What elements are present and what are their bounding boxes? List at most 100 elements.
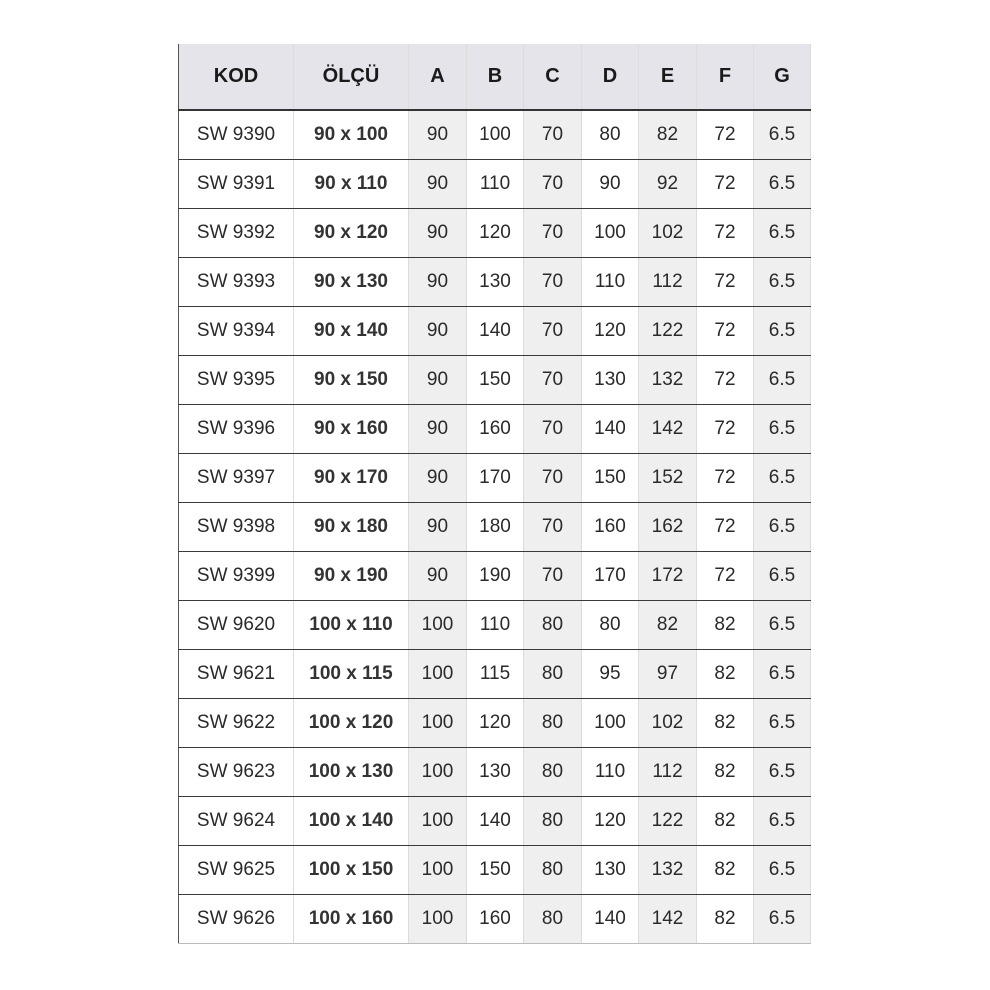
cell-kod: SW 9622 xyxy=(178,698,294,748)
cell-a: 100 xyxy=(408,796,467,846)
cell-e: 162 xyxy=(638,502,697,552)
cell-e: 112 xyxy=(638,257,697,307)
cell-a: 90 xyxy=(408,502,467,552)
cell-e: 97 xyxy=(638,649,697,699)
cell-d: 160 xyxy=(581,502,639,552)
cell-olcu: 90 x 110 xyxy=(293,159,409,209)
cell-c: 70 xyxy=(523,502,582,552)
cell-d: 120 xyxy=(581,306,639,356)
cell-olcu: 90 x 180 xyxy=(293,502,409,552)
cell-d: 100 xyxy=(581,208,639,258)
cell-e: 132 xyxy=(638,355,697,405)
cell-e: 112 xyxy=(638,747,697,797)
header-olcu: ÖLÇÜ xyxy=(293,44,409,111)
cell-a: 90 xyxy=(408,208,467,258)
cell-g: 6.5 xyxy=(753,355,811,405)
cell-b: 120 xyxy=(466,208,524,258)
cell-g: 6.5 xyxy=(753,404,811,454)
cell-c: 80 xyxy=(523,845,582,895)
cell-d: 90 xyxy=(581,159,639,209)
cell-f: 72 xyxy=(696,404,754,454)
cell-f: 72 xyxy=(696,551,754,601)
cell-g: 6.5 xyxy=(753,257,811,307)
cell-e: 102 xyxy=(638,208,697,258)
cell-e: 92 xyxy=(638,159,697,209)
cell-olcu: 90 x 120 xyxy=(293,208,409,258)
cell-f: 82 xyxy=(696,894,754,944)
header-a: A xyxy=(408,44,467,111)
cell-g: 6.5 xyxy=(753,453,811,503)
table-row: SW 9399 90 x 190 90 190 70 170 172 72 6.5 xyxy=(178,551,811,601)
cell-b: 140 xyxy=(466,306,524,356)
cell-g: 6.5 xyxy=(753,502,811,552)
table-row: SW 9626 100 x 160 100 160 80 140 142 82 6.5 xyxy=(178,894,811,944)
table-row: SW 9398 90 x 180 90 180 70 160 162 72 6.5 xyxy=(178,502,811,552)
cell-f: 82 xyxy=(696,747,754,797)
header-f: F xyxy=(696,44,754,111)
cell-f: 82 xyxy=(696,649,754,699)
cell-d: 80 xyxy=(581,110,639,160)
cell-c: 80 xyxy=(523,747,582,797)
table-row: SW 9621 100 x 115 100 115 80 95 97 82 6.5 xyxy=(178,649,811,699)
cell-kod: SW 9393 xyxy=(178,257,294,307)
header-kod: KOD xyxy=(178,44,294,111)
cell-g: 6.5 xyxy=(753,747,811,797)
cell-f: 72 xyxy=(696,257,754,307)
cell-d: 140 xyxy=(581,404,639,454)
cell-olcu: 90 x 130 xyxy=(293,257,409,307)
cell-b: 160 xyxy=(466,894,524,944)
cell-e: 172 xyxy=(638,551,697,601)
cell-olcu: 100 x 110 xyxy=(293,600,409,650)
cell-a: 100 xyxy=(408,698,467,748)
cell-d: 150 xyxy=(581,453,639,503)
cell-olcu: 90 x 190 xyxy=(293,551,409,601)
cell-kod: SW 9390 xyxy=(178,110,294,160)
cell-e: 82 xyxy=(638,600,697,650)
cell-e: 142 xyxy=(638,894,697,944)
cell-a: 90 xyxy=(408,355,467,405)
cell-g: 6.5 xyxy=(753,306,811,356)
table-row: SW 9391 90 x 110 90 110 70 90 92 72 6.5 xyxy=(178,159,811,209)
cell-a: 90 xyxy=(408,404,467,454)
table-row: SW 9396 90 x 160 90 160 70 140 142 72 6.5 xyxy=(178,404,811,454)
cell-kod: SW 9395 xyxy=(178,355,294,405)
cell-g: 6.5 xyxy=(753,796,811,846)
cell-kod: SW 9621 xyxy=(178,649,294,699)
cell-e: 122 xyxy=(638,796,697,846)
cell-g: 6.5 xyxy=(753,600,811,650)
cell-d: 110 xyxy=(581,747,639,797)
cell-b: 110 xyxy=(466,159,524,209)
cell-b: 180 xyxy=(466,502,524,552)
cell-kod: SW 9399 xyxy=(178,551,294,601)
cell-c: 80 xyxy=(523,698,582,748)
cell-f: 72 xyxy=(696,502,754,552)
cell-b: 130 xyxy=(466,747,524,797)
cell-f: 72 xyxy=(696,306,754,356)
cell-b: 115 xyxy=(466,649,524,699)
cell-b: 170 xyxy=(466,453,524,503)
cell-c: 70 xyxy=(523,355,582,405)
cell-c: 70 xyxy=(523,306,582,356)
cell-g: 6.5 xyxy=(753,894,811,944)
header-g: G xyxy=(753,44,811,111)
cell-c: 80 xyxy=(523,600,582,650)
header-c: C xyxy=(523,44,582,111)
cell-c: 70 xyxy=(523,551,582,601)
table-row: SW 9395 90 x 150 90 150 70 130 132 72 6.5 xyxy=(178,355,811,405)
cell-d: 170 xyxy=(581,551,639,601)
cell-a: 90 xyxy=(408,306,467,356)
cell-d: 80 xyxy=(581,600,639,650)
table-row: SW 9397 90 x 170 90 170 70 150 152 72 6.5 xyxy=(178,453,811,503)
cell-a: 90 xyxy=(408,257,467,307)
cell-e: 102 xyxy=(638,698,697,748)
cell-g: 6.5 xyxy=(753,698,811,748)
cell-f: 82 xyxy=(696,796,754,846)
header-d: D xyxy=(581,44,639,111)
cell-d: 140 xyxy=(581,894,639,944)
cell-f: 82 xyxy=(696,698,754,748)
cell-kod: SW 9397 xyxy=(178,453,294,503)
cell-g: 6.5 xyxy=(753,649,811,699)
cell-f: 72 xyxy=(696,110,754,160)
cell-d: 130 xyxy=(581,355,639,405)
header-row: KOD ÖLÇÜ A B C D E F G xyxy=(178,44,811,111)
